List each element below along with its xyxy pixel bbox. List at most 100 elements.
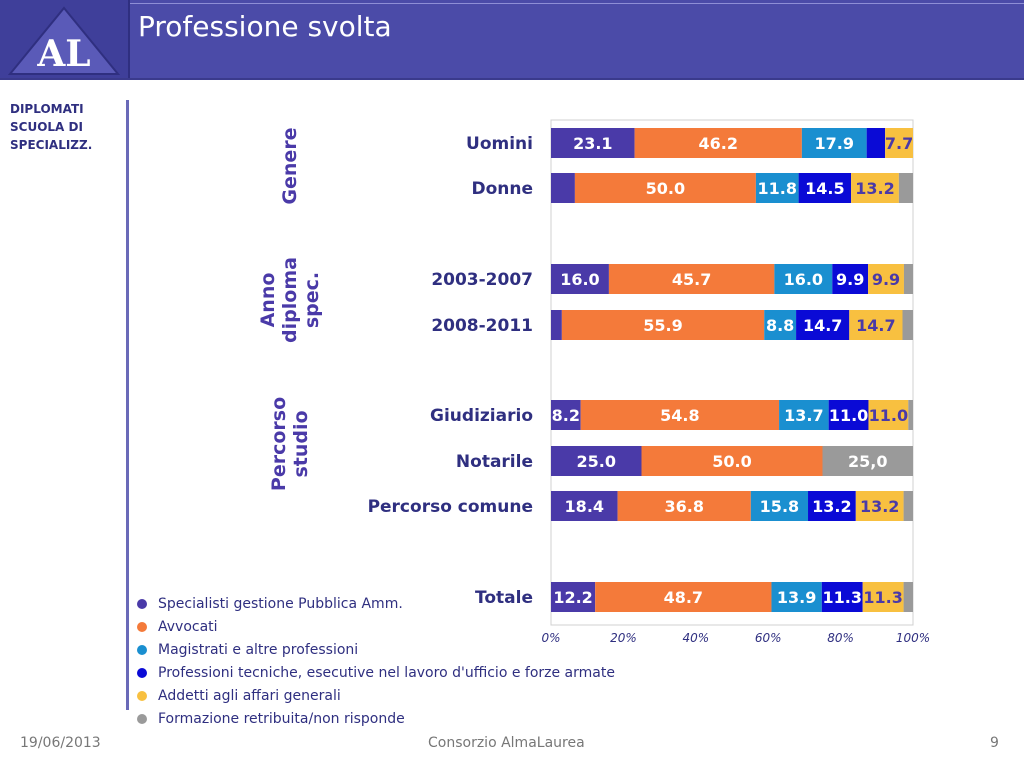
bar-segment <box>634 128 802 158</box>
data-label: 9.9 <box>836 270 864 289</box>
bar-segment <box>796 310 850 340</box>
data-label: 8.2 <box>552 406 580 425</box>
data-label: 12.2 <box>553 588 592 607</box>
legend-item: Formazione retribuita/non risponde <box>137 707 615 730</box>
plot-frame <box>550 119 914 626</box>
header-top-line <box>0 3 1024 4</box>
bar-segment <box>551 264 609 294</box>
x-tick-label: 100% <box>896 631 930 645</box>
logo-graphic: AL <box>7 6 121 75</box>
bar-segment <box>808 491 856 521</box>
data-label: 13.2 <box>860 497 899 516</box>
bar-segment <box>750 491 809 521</box>
footer-organization: Consorzio AlmaLaurea <box>428 735 585 751</box>
bar-segment <box>774 264 833 294</box>
data-label: 11.0 <box>829 406 868 425</box>
bar-segment <box>832 264 869 294</box>
bar-segment <box>551 128 635 158</box>
bar-segment <box>828 400 869 430</box>
bar-segment <box>822 446 913 476</box>
data-label: 46.2 <box>699 134 738 153</box>
group-label-line: Genere <box>279 127 301 204</box>
data-label: 23.1 <box>573 134 612 153</box>
footer-page-number: 9 <box>990 735 999 751</box>
data-label: 25.0 <box>577 452 616 471</box>
group-label-line: Anno <box>257 273 279 328</box>
side-label: DIPLOMATI SCUOLA DI SPECIALIZZ. <box>10 100 120 154</box>
data-label: 36.8 <box>664 497 703 516</box>
legend-item: Magistrati e altre professioni <box>137 638 615 661</box>
bar-segment <box>595 582 772 612</box>
group-label-line: diploma <box>279 257 301 343</box>
footer-date: 19/06/2013 <box>20 735 101 751</box>
logo-text: AL <box>36 33 90 75</box>
bar-segment <box>868 264 904 294</box>
legend-swatch <box>137 690 147 701</box>
data-label: 13.9 <box>777 588 816 607</box>
legend-label: Professioni tecniche, esecutive nel lavo… <box>158 664 615 681</box>
legend-label: Magistrati e altre professioni <box>158 641 359 658</box>
bar-segment <box>580 400 780 430</box>
data-label: 11.3 <box>822 588 861 607</box>
bar-segment <box>617 491 751 521</box>
data-label: 11.0 <box>869 406 908 425</box>
bar-segment <box>898 173 913 203</box>
category-label: Donne <box>471 179 533 199</box>
group-label: Annodiplomaspec. <box>257 257 323 343</box>
chart-legend: Specialisti gestione Pubblica Amm. Avvoca… <box>137 592 615 730</box>
bar-segment <box>903 582 913 612</box>
group-label-line: Percorso <box>268 397 290 491</box>
data-label: 16.0 <box>560 270 599 289</box>
legend-label: Avvocati <box>158 618 218 635</box>
bar-segment <box>551 173 575 203</box>
data-label: 11.3 <box>863 588 902 607</box>
data-label: 50.0 <box>646 179 685 198</box>
data-label: 14.7 <box>856 316 895 335</box>
side-label-line-1: DIPLOMATI <box>10 102 84 116</box>
data-label: 15.8 <box>760 497 799 516</box>
group-label: Percorsostudio <box>268 397 312 491</box>
bar-segment <box>902 310 913 340</box>
group-label: Genere <box>279 127 301 204</box>
category-label: Notarile <box>456 452 533 472</box>
data-label: 45.7 <box>672 270 711 289</box>
bar-segment <box>866 128 886 158</box>
bar-segment <box>798 173 852 203</box>
data-label: 14.7 <box>803 316 842 335</box>
legend-swatch <box>137 644 147 655</box>
bar-segment <box>779 400 829 430</box>
header-divider <box>128 0 130 78</box>
legend-item: Addetti agli affari generali <box>137 684 615 707</box>
bar-segment <box>755 173 799 203</box>
slide-header <box>0 0 1024 80</box>
bar-segment <box>849 310 903 340</box>
data-label: 25,0 <box>848 452 887 471</box>
bar-segment <box>641 446 823 476</box>
x-tick-label: 0% <box>541 631 560 645</box>
legend-item: Professioni tecniche, esecutive nel lavo… <box>137 661 615 684</box>
legend-swatch <box>137 621 147 632</box>
data-label: 7.7 <box>885 134 913 153</box>
legend-swatch <box>137 667 147 678</box>
data-label: 13.7 <box>784 406 823 425</box>
bar-segment <box>821 582 863 612</box>
legend-label: Formazione retribuita/non risponde <box>158 710 405 727</box>
x-tick-label: 20% <box>610 631 637 645</box>
side-label-line-3: SPECIALIZZ. <box>10 138 93 152</box>
bar-segment <box>851 173 899 203</box>
bar-segment <box>608 264 775 294</box>
x-tick-label: 60% <box>755 631 782 645</box>
bar-segment <box>764 310 797 340</box>
bar-segment <box>551 446 642 476</box>
group-label-line: spec. <box>301 272 323 328</box>
data-label: 9.9 <box>872 270 900 289</box>
x-tick-label: 80% <box>827 631 854 645</box>
side-vertical-rule <box>126 100 129 710</box>
data-label: 48.7 <box>664 588 703 607</box>
side-label-line-2: SCUOLA DI <box>10 120 83 134</box>
bar-segment <box>855 491 904 521</box>
category-label: Percorso comune <box>368 497 533 517</box>
bar-segment <box>551 400 581 430</box>
bar-segment <box>574 173 756 203</box>
data-label: 18.4 <box>565 497 604 516</box>
